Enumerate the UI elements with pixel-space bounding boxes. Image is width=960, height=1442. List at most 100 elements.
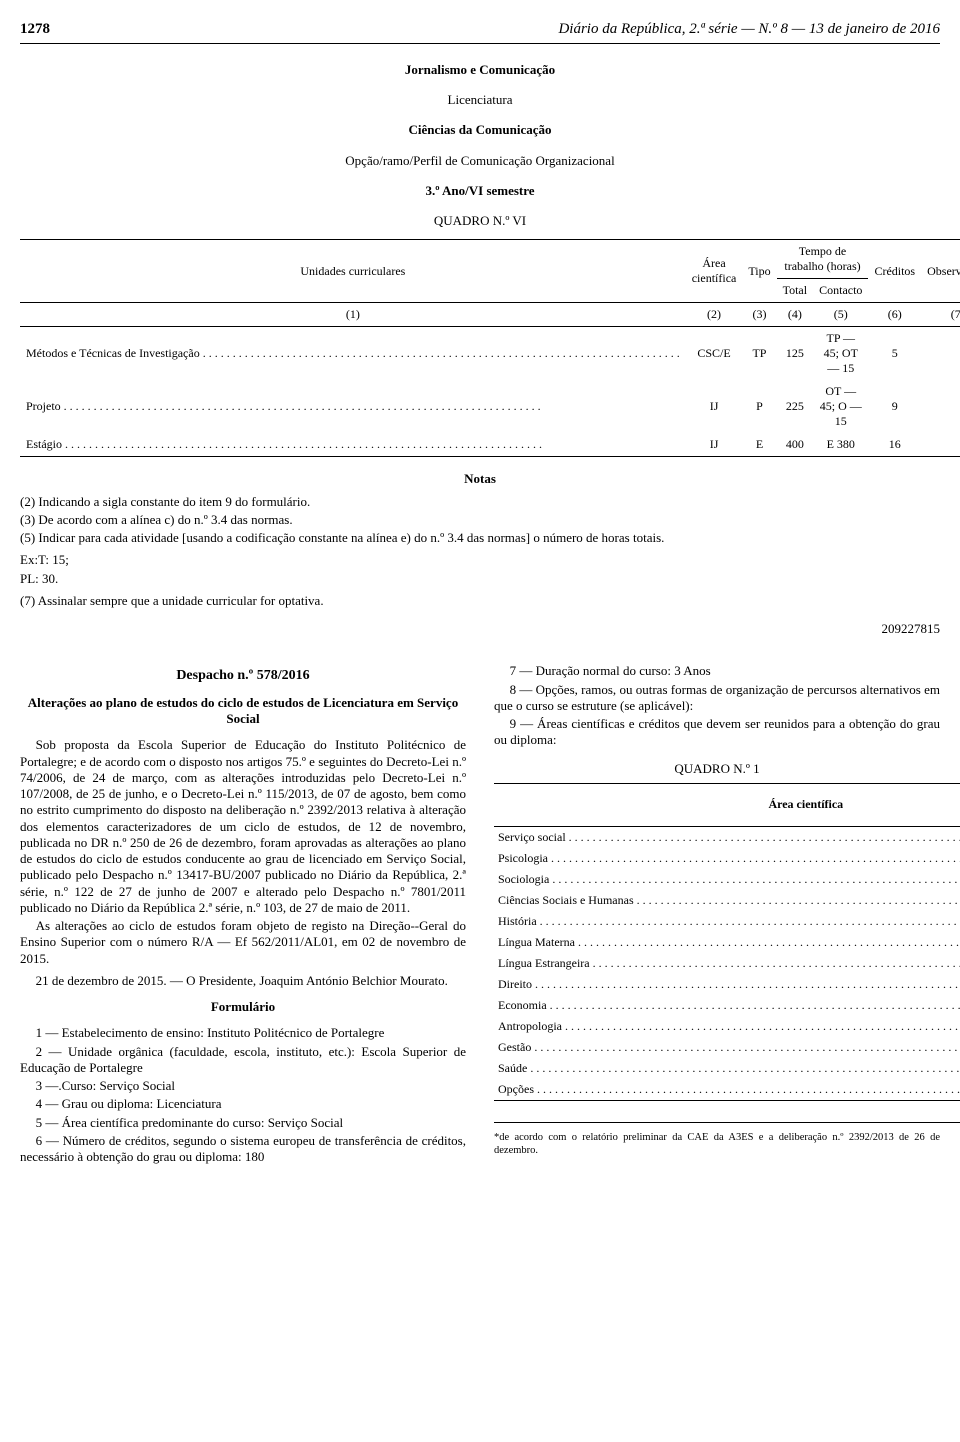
course-area: Jornalismo e Comunicação xyxy=(20,62,940,78)
form-item-3: 3 —.Curso: Serviço Social xyxy=(20,1078,466,1094)
form-item-9: 9 — Áreas científicas e créditos que dev… xyxy=(494,716,940,749)
table-row: SociologiaS10 xyxy=(494,869,960,890)
table-row: Língua EstrangeiraLE3 xyxy=(494,953,960,974)
uc-tipo: TP xyxy=(742,327,776,381)
table-row: EconomiaE4 xyxy=(494,995,960,1016)
form-item-8: 8 — Opções, ramos, ou outras formas de o… xyxy=(494,682,940,715)
form-item-6: 6 — Número de créditos, segundo o sistem… xyxy=(20,1133,466,1166)
col-unidades: Unidades curriculares xyxy=(20,240,686,303)
colnum-5: (5) xyxy=(813,303,868,327)
col-obs: Observações xyxy=(921,240,960,303)
table-row: SaúdeSAL5 xyxy=(494,1058,960,1079)
table-row: PsicologiaPS17 xyxy=(494,848,960,869)
q1-area: Ciências Sociais e Humanas xyxy=(494,890,960,911)
col-contacto: Contacto xyxy=(813,279,868,303)
colnum-4: (4) xyxy=(777,303,814,327)
col-total: Total xyxy=(777,279,814,303)
uc-tipo: P xyxy=(742,380,776,433)
table-row: Ciências Sociais e HumanasCSH6 xyxy=(494,890,960,911)
right-column: 7 — Duração normal do curso: 3 Anos 8 — … xyxy=(494,663,940,1167)
quadro-vi-table: Unidades curriculares Área científica Ti… xyxy=(20,239,960,457)
form-item-5: 5 — Área científica predominante do curs… xyxy=(20,1115,466,1131)
quadro1-label: QUADRO N.º 1 xyxy=(494,761,940,777)
q1-area: Língua Estrangeira xyxy=(494,953,960,974)
ref-number: 209227815 xyxy=(20,621,940,637)
nota-5: (5) Indicar para cada atividade [usando … xyxy=(20,530,940,546)
colnum-2: (2) xyxy=(686,303,743,327)
nota-2: (2) Indicando a sigla constante do item … xyxy=(20,494,940,510)
notas-heading: Notas xyxy=(20,471,940,487)
table-row: Estágio IJ E 400 E 380 16 xyxy=(20,433,960,457)
q1-area: Língua Materna xyxy=(494,932,960,953)
uc-cred: 16 xyxy=(868,433,921,457)
table-row: Projeto IJ P 225 OT — 45; O — 15 9 xyxy=(20,380,960,433)
science-area: Ciências da Comunicação xyxy=(20,122,940,138)
uc-name: Métodos e Técnicas de Investigação xyxy=(20,327,686,381)
option-line: Opção/ramo/Perfil de Comunicação Organiz… xyxy=(20,153,940,169)
table-row: Língua MaternaLM3 xyxy=(494,932,960,953)
q1-total-label: Total . . . . . . . . xyxy=(494,1100,960,1122)
degree: Licenciatura xyxy=(20,92,940,108)
col-tempo-group: Tempo de trabalho (horas) xyxy=(777,240,869,279)
journal-title: Diário da República, 2.ª série — N.º 8 —… xyxy=(558,20,940,39)
col-area: Área científica xyxy=(686,240,743,303)
q1-area: História xyxy=(494,911,960,932)
table-row: Serviço socialSs93 xyxy=(494,826,960,848)
table-row: GestãoG6 xyxy=(494,1037,960,1058)
uc-contacto: E 380 xyxy=(813,433,868,457)
form-item-7: 7 — Duração normal do curso: 3 Anos xyxy=(494,663,940,679)
despacho-title: Despacho n.º 578/2016 xyxy=(20,667,466,685)
table-row: Opções18 xyxy=(494,1079,960,1101)
uc-name: Projeto xyxy=(20,380,686,433)
uc-total: 400 xyxy=(777,433,814,457)
colnum-7: (7) xyxy=(921,303,960,327)
form-item-2: 2 — Unidade orgânica (faculdade, escola,… xyxy=(20,1044,466,1077)
col-creditos: Créditos xyxy=(868,240,921,303)
uc-cred: 5 xyxy=(868,327,921,381)
despacho-body: Sob proposta da Escola Superior de Educa… xyxy=(20,737,466,916)
two-column-layout: Despacho n.º 578/2016 Alterações ao plan… xyxy=(20,663,940,1167)
q1-col-area: Área científica xyxy=(494,783,960,826)
left-column: Despacho n.º 578/2016 Alterações ao plan… xyxy=(20,663,466,1167)
uc-contacto: TP — 45; OT — 15 xyxy=(813,327,868,381)
q1-area: Antropologia xyxy=(494,1016,960,1037)
q1-area: Serviço social xyxy=(494,826,960,848)
q1-footnote: *de acordo com o relatório preliminar da… xyxy=(494,1131,940,1157)
q1-area: Economia xyxy=(494,995,960,1016)
colnum-3: (3) xyxy=(742,303,776,327)
q1-area: Saúde xyxy=(494,1058,960,1079)
uc-area: IJ xyxy=(686,433,743,457)
page: 1278 Diário da República, 2.ª série — N.… xyxy=(0,0,960,1197)
col-tipo: Tipo xyxy=(742,240,776,303)
table-row: AntropologiaA5 xyxy=(494,1016,960,1037)
table-row: DireitoD4 xyxy=(494,974,960,995)
formulario-heading: Formulário xyxy=(20,999,466,1015)
q1-area: Psicologia xyxy=(494,848,960,869)
despacho-body-2: As alterações ao ciclo de estudos foram … xyxy=(20,918,466,967)
uc-area: CSC/E xyxy=(686,327,743,381)
uc-tipo: E xyxy=(742,433,776,457)
table-row: HistóriaH6 xyxy=(494,911,960,932)
uc-total: 125 xyxy=(777,327,814,381)
colnum-1: (1) xyxy=(20,303,686,327)
quadro-label: QUADRO N.º VI xyxy=(20,213,940,229)
uc-name: Estágio xyxy=(20,433,686,457)
uc-cred: 9 xyxy=(868,380,921,433)
quadro-1-table: Área científica Sigla Créditos Alteraçõe… xyxy=(494,783,960,1123)
form-item-4: 4 — Grau ou diploma: Licenciatura xyxy=(20,1096,466,1112)
nota-ex-b: PL: 30. xyxy=(20,571,940,587)
page-number: 1278 xyxy=(20,20,50,39)
nota-3: (3) De acordo com a alínea c) do n.º 3.4… xyxy=(20,512,940,528)
q1-area: Sociologia xyxy=(494,869,960,890)
uc-area: IJ xyxy=(686,380,743,433)
despacho-subtitle: Alterações ao plano de estudos do ciclo … xyxy=(20,695,466,728)
q1-area: Gestão xyxy=(494,1037,960,1058)
date-signature: 21 de dezembro de 2015. — O Presidente, … xyxy=(20,973,466,989)
table-row: Métodos e Técnicas de Investigação CSC/E… xyxy=(20,327,960,381)
colnum-6: (6) xyxy=(868,303,921,327)
form-item-1: 1 — Estabelecimento de ensino: Instituto… xyxy=(20,1025,466,1041)
q1-area: Opções xyxy=(494,1079,960,1101)
nota-ex-a: Ex:T: 15; xyxy=(20,552,940,568)
running-header: 1278 Diário da República, 2.ª série — N.… xyxy=(20,20,940,44)
q1-area: Direito xyxy=(494,974,960,995)
